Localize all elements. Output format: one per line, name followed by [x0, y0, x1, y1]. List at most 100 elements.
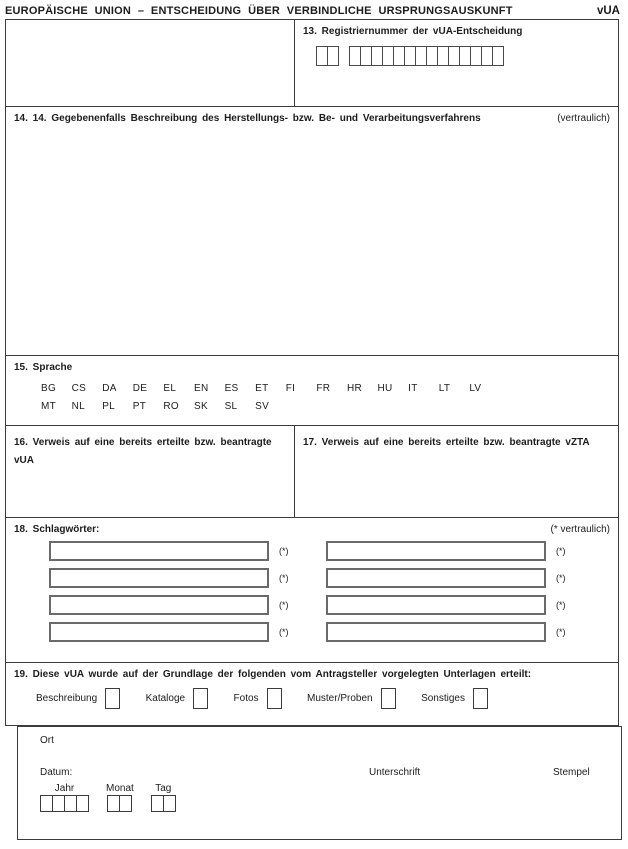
day-cell[interactable] — [162, 795, 176, 812]
keyword-input[interactable] — [49, 541, 269, 561]
day-group: Tag — [150, 783, 176, 812]
place-label: Ort — [40, 735, 54, 746]
document-option: Fotos — [234, 688, 282, 709]
form-body: 13. Registriernummer der vUA-Entscheidun… — [5, 19, 619, 726]
language-code[interactable]: PL — [102, 401, 116, 412]
year-label: Jahr — [54, 783, 75, 794]
keyword-input[interactable] — [49, 595, 269, 615]
box-18-confidential-note: (* vertraulich) — [550, 524, 610, 535]
language-code[interactable]: SV — [255, 401, 270, 412]
document-option-label: Muster/Proben — [307, 693, 373, 704]
keyword-confidential-marker: (*) — [556, 573, 566, 583]
box-18-label: 18. Schlagwörter: — [14, 524, 100, 535]
language-codes: BG CS DA DE EL EN ES ET FI FR HR HU IT LT LV MT NL PL PT R… — [41, 379, 610, 415]
document-checkbox[interactable] — [380, 688, 396, 709]
section-references-row: 16. Verweis auf eine bereits erteilte bz… — [6, 426, 618, 518]
document-option: Sonstiges — [421, 688, 488, 709]
language-code[interactable]: DE — [132, 383, 148, 394]
language-code[interactable]: SK — [193, 401, 208, 412]
box-19-label: 19. Diese vUA wurde auf der Grundlage de… — [14, 669, 532, 680]
document-option-label: Beschreibung — [36, 693, 98, 704]
stamp-label: Stempel — [553, 767, 590, 778]
keyword-row: (*) (*) — [49, 622, 610, 642]
box-12-continuation-area — [6, 20, 295, 106]
language-code[interactable]: MT — [41, 401, 57, 412]
document-checkbox[interactable] — [266, 688, 282, 709]
language-code[interactable]: NL — [71, 401, 85, 412]
form-header: EUROPÄISCHE UNION – ENTSCHEIDUNG ÜBER VE… — [0, 0, 628, 19]
registration-cell[interactable] — [492, 46, 504, 66]
form-code: vUA — [596, 5, 620, 17]
document-checkbox[interactable] — [193, 688, 209, 709]
keyword-confidential-marker: (*) — [279, 573, 289, 583]
keyword-input[interactable] — [326, 622, 546, 642]
language-code[interactable]: LV — [469, 383, 482, 394]
keyword-row: (*) (*) — [49, 568, 610, 588]
registration-reference-cells — [349, 46, 504, 66]
box-17-label: 17. Verweis auf eine bereits erteilte bz… — [303, 437, 590, 448]
keyword-confidential-marker: (*) — [279, 627, 289, 637]
keyword-confidential-marker: (*) — [556, 600, 566, 610]
document-option-label: Kataloge — [145, 693, 186, 704]
document-option-label: Sonstiges — [421, 693, 465, 704]
keyword-input[interactable] — [326, 541, 546, 561]
language-code[interactable]: ES — [224, 383, 239, 394]
keyword-input[interactable] — [326, 595, 546, 615]
year-cell[interactable] — [76, 795, 89, 812]
box-17-vzta-reference: 17. Verweis auf eine bereits erteilte bz… — [295, 426, 618, 517]
day-label: Tag — [155, 783, 172, 794]
language-code[interactable]: HU — [377, 383, 393, 394]
language-code[interactable]: ET — [255, 383, 269, 394]
language-code[interactable]: LT — [438, 383, 451, 394]
document-checkbox[interactable] — [105, 688, 121, 709]
keyword-input[interactable] — [49, 568, 269, 588]
document-option-label: Fotos — [233, 693, 259, 704]
document-checkbox[interactable] — [472, 688, 488, 709]
keyword-input[interactable] — [49, 622, 269, 642]
language-code[interactable]: IT — [408, 383, 418, 394]
registration-country-cells — [316, 46, 339, 66]
keyword-confidential-marker: (*) — [279, 600, 289, 610]
date-label: Datum: — [40, 767, 73, 778]
keyword-rows: (*) (*) (*) (*) — [49, 541, 610, 642]
language-code[interactable]: DA — [102, 383, 117, 394]
registration-cell[interactable] — [327, 46, 339, 66]
language-code[interactable]: BG — [41, 383, 57, 394]
keyword-confidential-marker: (*) — [556, 627, 566, 637]
box-14-confidential-note: (vertraulich) — [557, 113, 610, 124]
language-code[interactable]: HR — [346, 383, 362, 394]
box-15-language: 15. Sprache BG CS DA DE EL EN ES ET FI FR HR HU IT LT… — [6, 356, 618, 426]
language-code[interactable]: FI — [285, 383, 296, 394]
year-group: Jahr — [40, 783, 89, 812]
box-14-manufacturing-description: 14. 14. Gegebenenfalls Beschreibung des … — [6, 107, 618, 356]
month-label: Monat — [106, 783, 134, 794]
box-13-label: 13. Registriernummer der vUA-Entscheidun… — [303, 26, 523, 37]
keyword-row: (*) (*) — [49, 595, 610, 615]
language-code[interactable]: CS — [71, 383, 87, 394]
box-13-registration: 13. Registriernummer der vUA-Entscheidun… — [295, 20, 618, 106]
document-option: Beschreibung — [36, 688, 121, 709]
box-18-keywords: 18. Schlagwörter: (* vertraulich) (*) (*… — [6, 518, 618, 663]
signature-label: Unterschrift — [369, 767, 421, 778]
language-code[interactable]: SL — [224, 401, 238, 412]
language-code[interactable]: RO — [163, 401, 179, 412]
document-checkbox-row: Beschreibung Kataloge Fotos Muster/Probe… — [36, 688, 488, 709]
language-code[interactable]: PT — [132, 401, 147, 412]
keyword-confidential-marker: (*) — [556, 546, 566, 556]
language-code[interactable]: FR — [316, 383, 331, 394]
box-19-documents: 19. Diese vUA wurde auf der Grundlage de… — [6, 663, 618, 725]
box-15-label: 15. Sprache — [14, 362, 73, 373]
box-14-label: 14. 14. Gegebenenfalls Beschreibung des … — [14, 113, 481, 124]
language-row-2: MT NL PL PT RO SK SL SV — [41, 397, 610, 415]
language-code[interactable]: EN — [193, 383, 209, 394]
document-option: Kataloge — [145, 688, 209, 709]
month-cell[interactable] — [119, 795, 133, 812]
language-code[interactable]: EL — [163, 383, 177, 394]
section-top-row: 13. Registriernummer der vUA-Entscheidun… — [6, 20, 618, 107]
form-title: EUROPÄISCHE UNION – ENTSCHEIDUNG ÜBER VE… — [5, 5, 513, 17]
keyword-row: (*) (*) — [49, 541, 610, 561]
keyword-confidential-marker: (*) — [279, 546, 289, 556]
keyword-input[interactable] — [326, 568, 546, 588]
month-group: Monat — [106, 783, 134, 812]
